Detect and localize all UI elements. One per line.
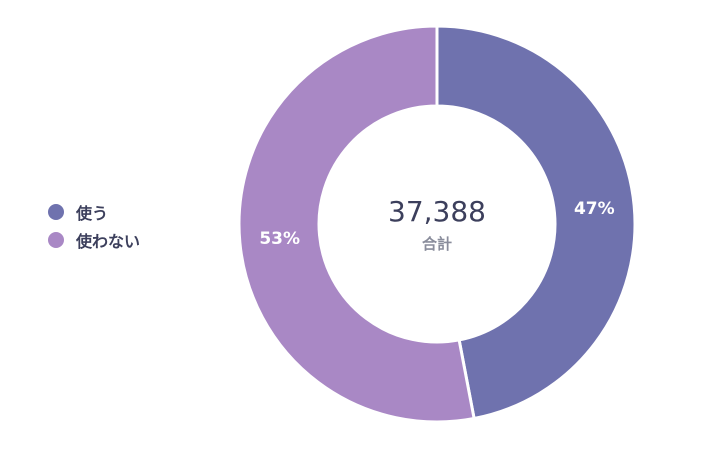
legend-label-use: 使う — [76, 204, 109, 223]
legend-swatch-use — [48, 204, 64, 220]
slice-labels-group: 47% 53% — [259, 199, 614, 249]
center-caption: 合計 — [421, 235, 452, 253]
legend: 使う 使わない — [48, 198, 140, 254]
legend-item-use: 使う — [48, 198, 140, 226]
legend-label-not-use: 使わない — [76, 232, 141, 251]
legend-swatch-not-use — [48, 232, 64, 248]
legend-item-not-use: 使わない — [48, 226, 140, 254]
slice-label-not-use: 53% — [259, 229, 300, 249]
center-total: 37,388 — [388, 195, 486, 228]
slice-label-use: 47% — [574, 199, 615, 219]
slice-not-use — [237, 24, 476, 424]
slice-use — [435, 24, 637, 421]
slices-group — [237, 24, 637, 424]
